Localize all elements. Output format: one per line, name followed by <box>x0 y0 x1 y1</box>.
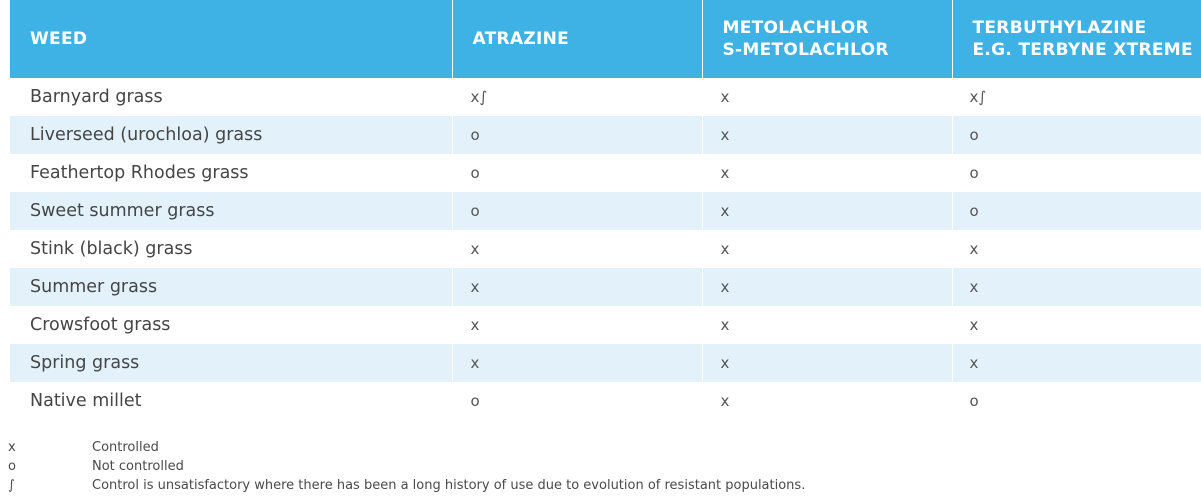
weed-control-table: WEED ATRAZINE METOLACHLOR S-METOLACHLOR … <box>10 0 1201 420</box>
table-row: Sweet summer grass o x o <box>10 192 1201 230</box>
table-row: Feathertop Rhodes grass o x o <box>10 154 1201 192</box>
weed-name: Stink (black) grass <box>30 239 193 259</box>
metolachlor-cell: x <box>701 382 952 420</box>
terbuthylazine-cell: x <box>951 268 1201 306</box>
table-row: Native millet o x o <box>10 382 1201 420</box>
terbuthylazine-cell: o <box>951 192 1201 230</box>
metolachlor-cell: x <box>701 268 952 306</box>
atrazine-cell: o <box>451 382 702 420</box>
weed-name: Liverseed (urochloa) grass <box>30 125 263 145</box>
header-metolachlor: METOLACHLOR S-METOLACHLOR <box>701 0 952 78</box>
weed-name: Sweet summer grass <box>30 201 215 221</box>
metolachlor-cell: x <box>701 154 952 192</box>
atrazine-cell: x <box>451 344 702 382</box>
weed-name: Spring grass <box>30 353 140 373</box>
atrazine-cell: o <box>451 154 702 192</box>
table-row: Stink (black) grass x x x <box>10 230 1201 268</box>
metolachlor-cell: x <box>701 230 952 268</box>
table-header: WEED ATRAZINE METOLACHLOR S-METOLACHLOR … <box>10 0 1201 78</box>
terbuthylazine-cell: x <box>951 344 1201 382</box>
legend-text: Control is unsatisfactory where there ha… <box>92 478 806 493</box>
table-row: Crowsfoot grass x x x <box>10 306 1201 344</box>
legend-item-controlled: x Controlled <box>8 438 805 457</box>
header-weed: WEED <box>10 0 452 78</box>
header-terbuthylazine: TERBUTHYLAZINE E.G. TERBYNE XTREME <box>951 0 1201 78</box>
terbuthylazine-cell: o <box>951 116 1201 154</box>
atrazine-cell: o <box>451 192 702 230</box>
legend-text: Not controlled <box>92 459 184 474</box>
metolachlor-cell: x <box>701 116 952 154</box>
atrazine-cell: x <box>451 268 702 306</box>
header-atrazine: ATRAZINE <box>451 0 702 78</box>
atrazine-cell: o <box>451 116 702 154</box>
table-row: Barnyard grass x∫ x x∫ <box>10 78 1201 116</box>
atrazine-cell: x <box>451 230 702 268</box>
table-row: Liverseed (urochloa) grass o x o <box>10 116 1201 154</box>
header-atrazine-line-1: ATRAZINE <box>472 29 570 49</box>
metolachlor-cell: x <box>701 78 952 116</box>
weed-name: Native millet <box>30 391 142 411</box>
weed-name: Crowsfoot grass <box>30 315 171 335</box>
table-row: Summer grass x x x <box>10 268 1201 306</box>
table-row: Spring grass x x x <box>10 344 1201 382</box>
weed-name: Barnyard grass <box>30 87 163 107</box>
header-weed-line-1: WEED <box>30 29 88 49</box>
legend-symbol: x <box>8 440 16 455</box>
metolachlor-cell: x <box>701 306 952 344</box>
terbuthylazine-cell: x <box>951 306 1201 344</box>
atrazine-cell: x∫ <box>451 78 702 116</box>
terbuthylazine-cell: o <box>951 154 1201 192</box>
header-row: WEED ATRAZINE METOLACHLOR S-METOLACHLOR … <box>10 0 1201 78</box>
legend-item-unsatisfactory: ∫ Control is unsatisfactory where there … <box>8 476 805 495</box>
metolachlor-cell: x <box>701 344 952 382</box>
header-terbuthylazine-line-1: TERBUTHYLAZINE <box>972 18 1147 38</box>
atrazine-cell: x <box>451 306 702 344</box>
header-metolachlor-line-2: S-METOLACHLOR <box>722 40 889 60</box>
legend-item-not-controlled: o Not controlled <box>8 457 805 476</box>
legend-symbol: o <box>8 459 16 474</box>
terbuthylazine-cell: o <box>951 382 1201 420</box>
legend-symbol: ∫ <box>8 478 15 493</box>
table-body: Barnyard grass x∫ x x∫ Liverseed (urochl… <box>10 78 1201 420</box>
legend: x Controlled o Not controlled ∫ Control … <box>8 438 805 495</box>
header-terbuthylazine-line-2: E.G. TERBYNE XTREME <box>972 40 1193 60</box>
terbuthylazine-cell: x∫ <box>951 78 1201 116</box>
terbuthylazine-cell: x <box>951 230 1201 268</box>
legend-text: Controlled <box>92 440 159 455</box>
metolachlor-cell: x <box>701 192 952 230</box>
header-metolachlor-line-1: METOLACHLOR <box>722 18 869 38</box>
weed-name: Summer grass <box>30 277 158 297</box>
weed-name: Feathertop Rhodes grass <box>30 163 249 183</box>
